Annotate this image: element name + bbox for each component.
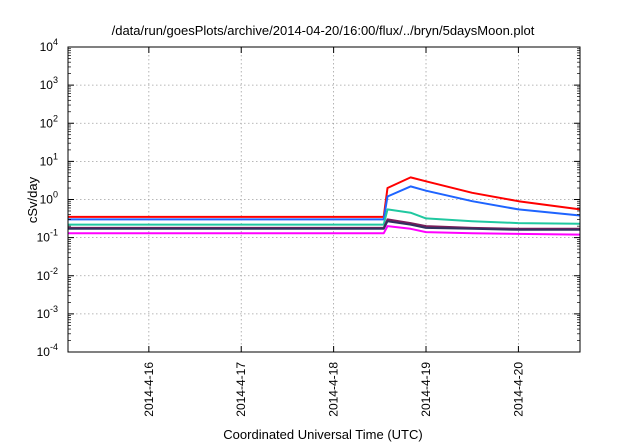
y-tick-label: 10-4 xyxy=(37,342,58,359)
axis-ticks xyxy=(68,46,580,353)
x-tick-label: 2014-4-19 xyxy=(419,362,433,417)
x-tick-label: 2014-4-16 xyxy=(142,362,156,417)
y-tick-label: 104 xyxy=(40,37,58,54)
chart-title: /data/run/goesPlots/archive/2014-04-20/1… xyxy=(112,23,535,38)
grid-lines xyxy=(68,47,580,352)
y-tick-label: 10-1 xyxy=(37,228,58,245)
series-line-2 xyxy=(68,185,581,221)
x-tick-label: 2014-4-17 xyxy=(234,362,248,417)
series-line-5 xyxy=(68,220,580,231)
x-tick-label: 2014-4-18 xyxy=(327,362,341,417)
series-line-3 xyxy=(68,208,581,226)
y-axis-tick-labels: 10-4 10-3 10-2 10-1 100 101 102 103 104 xyxy=(37,37,58,359)
x-axis-tick-labels: 2014-4-16 2014-4-17 2014-4-18 2014-4-19 2014… xyxy=(142,362,526,417)
y-tick-label: 101 xyxy=(40,151,58,168)
series-line-1 xyxy=(68,176,581,218)
y-tick-label: 103 xyxy=(40,75,58,92)
series-line-6 xyxy=(68,225,581,236)
series-layer xyxy=(68,176,581,236)
x-tick-label: 2014-4-20 xyxy=(511,362,525,417)
x-axis-label: Coordinated Universal Time (UTC) xyxy=(223,427,422,442)
y-axis-label: cSv/day xyxy=(25,176,40,223)
y-tick-label: 100 xyxy=(40,190,58,207)
y-tick-label: 10-2 xyxy=(37,266,58,283)
y-tick-label: 10-3 xyxy=(37,304,58,321)
y-tick-label: 102 xyxy=(40,113,58,130)
